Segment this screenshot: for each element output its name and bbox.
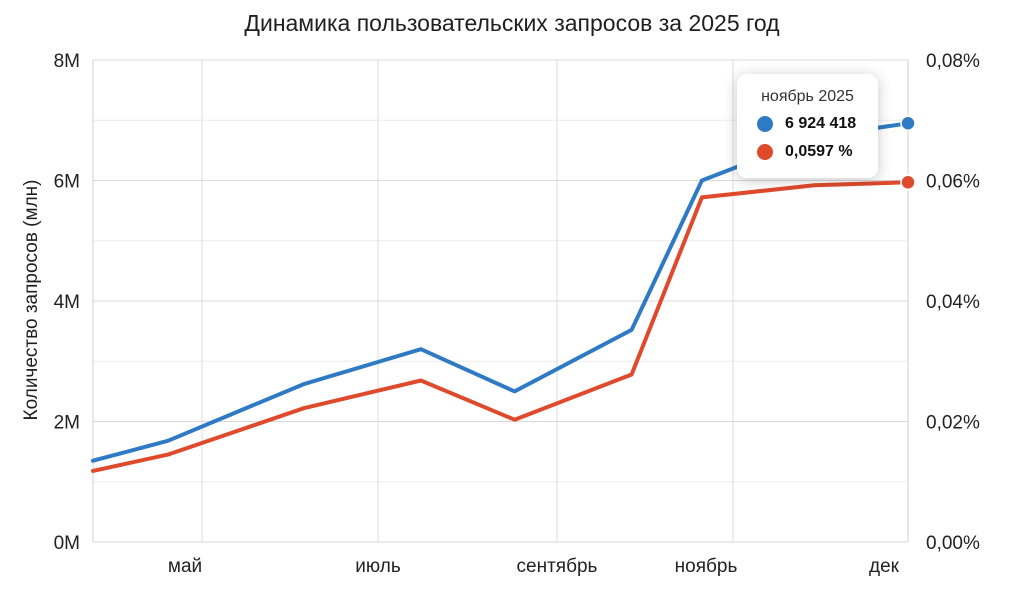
tooltip-row-requests: 6 924 418 bbox=[757, 112, 856, 136]
y-tick-label: 4M bbox=[54, 292, 80, 313]
y2-tick-label: 0,08% bbox=[926, 51, 980, 72]
x-tick-label: сентябрь bbox=[517, 556, 598, 577]
x-tick-label: июль bbox=[355, 556, 401, 577]
y2-tick-label: 0,00% bbox=[926, 533, 980, 554]
x-tick-label: май bbox=[168, 556, 202, 577]
tooltip-requests-value: 6 924 418 bbox=[785, 115, 857, 132]
series-1-end-point bbox=[900, 115, 916, 132]
y2-tick-label: 0,04% bbox=[926, 292, 980, 313]
red-series-marker-icon bbox=[757, 144, 773, 160]
series-2-end-point bbox=[900, 174, 916, 191]
tooltip-share-value: 0,0597 % bbox=[785, 143, 853, 160]
y-tick-label: 8M bbox=[54, 51, 80, 72]
y-tick-label: 2M bbox=[54, 413, 80, 434]
x-tick-label: ноябрь bbox=[675, 556, 738, 577]
blue-series-marker-icon bbox=[757, 116, 773, 132]
chart-tooltip: ноябрь 2025 6 924 418 0,0597 % bbox=[737, 74, 878, 178]
y-tick-label: 0M bbox=[54, 533, 80, 554]
y2-tick-label: 0,02% bbox=[926, 413, 980, 434]
x-tick-label: дек bbox=[869, 556, 900, 577]
tooltip-title: ноябрь 2025 bbox=[761, 88, 854, 105]
y2-tick-label: 0,06% bbox=[926, 172, 980, 193]
series-line-2 bbox=[91, 180, 910, 473]
tooltip-row-share: 0,0597 % bbox=[757, 140, 853, 164]
y-tick-label: 6M bbox=[54, 172, 80, 193]
chart-title: Динамика пользовательских запросов за 20… bbox=[244, 10, 780, 36]
